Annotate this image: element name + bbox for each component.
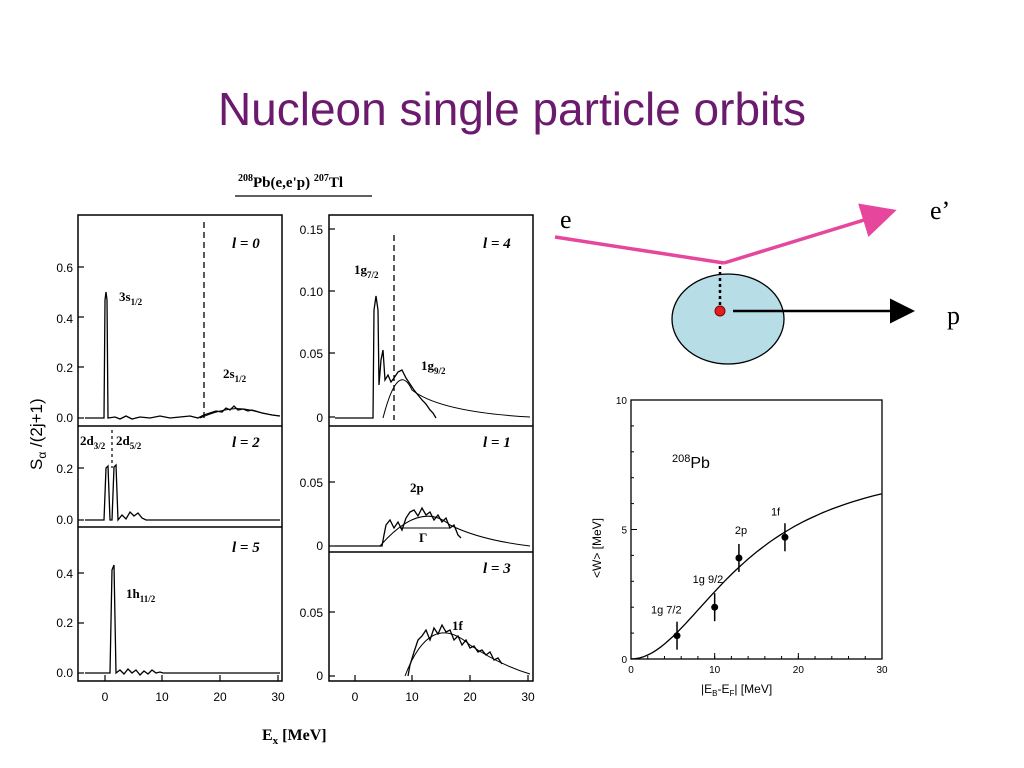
spectrum-trace [85,463,280,522]
peak-label: 1g9/2 [421,358,446,376]
y-tick-label: 0 [316,669,323,683]
peak-label: 1f [452,618,464,633]
width-plot-frame [630,399,883,660]
peak-label: 1g7/2 [354,262,379,280]
y-tick-label: 0 [316,539,323,553]
y-tick-label: 0.0 [56,513,73,527]
spectrum-trace [85,564,280,676]
x-tick-label: 20 [463,690,477,704]
spectra-xlabel: Ex [MeV] [262,727,327,747]
knockout-diagram: e e’ p [554,196,960,365]
y-tick-label: 5 [621,526,627,537]
data-point [673,632,681,640]
peak-label: 2d5/2 [116,433,142,451]
y-tick-label: 0.4 [56,312,73,326]
panel-label: l = 4 [483,236,511,252]
spectrum-trace [85,291,281,420]
peak-label: 2d3/2 [80,433,106,451]
panel-label: l = 1 [483,435,511,451]
proton-dot [714,305,726,317]
x-tick-label: 20 [793,665,805,676]
y-tick-label: 0.6 [56,261,73,275]
outgoing-electron-label: e’ [930,196,950,225]
nucleus-ellipse [671,273,785,365]
fit-curve [199,408,281,419]
x-tick-label: 10 [405,690,419,704]
data-point [781,533,789,541]
incoming-beam-line [554,235,725,265]
x-tick-label: 30 [521,690,535,704]
y-tick-label: 0.4 [56,567,73,581]
width-plot-xlabel: |EB-EF| [MeV] [701,682,772,698]
left-column-frame [77,214,283,682]
y-tick-label: 10 [616,396,628,407]
slide-title: Nucleon single particle orbits [217,83,807,135]
y-tick-label: 0.0 [56,666,73,680]
x-tick-label: 0 [628,665,634,676]
width-plot-ylabel: <W> [MeV] [590,518,604,578]
y-tick-label: 0.2 [56,616,73,630]
x-tick-label: 30 [876,665,888,676]
reaction-title: 208Pb(e,e'p) 207Tl [238,173,343,191]
panel-l3: l = 3 0.05 0 1f [300,561,531,683]
panel-l5: l = 5 0.4 0.2 0.0 1h11/2 [56,540,280,680]
point-label: 1g 9/2 [693,574,724,586]
panel-l0: l = 0 0.6 0.4 0.2 0.0 3s1/2 2s1/2 [56,222,281,425]
spectra-figure: 208Pb(e,e'p) 207Tl Sα /(2j+1) Ex [MeV] l… [27,173,535,747]
nucleus-label: 208Pb [672,453,710,472]
fit-curve [379,515,531,547]
incoming-electron-label: e [560,205,572,234]
outgoing-beam-arrow [723,203,897,265]
y-tick-label: 0 [316,411,323,425]
spectra-ylabel: Sα /(2j+1) [27,398,49,470]
panel-l4: l = 4 0.15 0.10 0.05 0 1g7/2 1g9/2 [300,223,531,425]
y-tick-label: 0.05 [300,347,324,361]
y-tick-label: 0.05 [300,606,324,620]
proton-label: p [947,301,960,330]
x-tick-label: 0 [352,690,359,704]
y-tick-label: 0 [621,655,627,666]
peak-label: Γ [419,530,427,545]
panel-label: l = 3 [483,561,511,577]
width-plot: 208Pb <W> [MeV] |EB-EF| [MeV] 0 10 20 30 0 5 1… [590,396,888,698]
y-tick-label: 0.15 [300,223,324,237]
y-tick-label: 0.2 [56,462,73,476]
data-point [735,554,743,562]
point-label: 1f [771,506,781,518]
y-tick-label: 0.10 [300,285,324,299]
panel-l2: l = 2 0.2 0.0 2d3/2 2d5/2 [56,430,280,527]
x-tick-label: 20 [213,690,227,704]
panel-l1: l = 1 0.05 0 2p Γ [300,435,531,553]
spectrum-trace [335,295,437,419]
panel-label: l = 2 [232,435,260,451]
data-point [711,603,719,611]
fit-curve [404,632,531,677]
fit-curve [630,493,883,660]
y-tick-label: 0.0 [56,411,73,425]
x-tick-label: 10 [155,690,169,704]
spectrum-trace [335,506,462,547]
point-label: 2p [735,525,747,537]
y-tick-label: 0.05 [300,476,324,490]
right-column-frame [328,214,534,682]
panel-label: l = 5 [232,540,260,556]
panel-label: l = 0 [232,236,260,252]
point-label: 1g 7/2 [651,605,682,617]
peak-label: 2s1/2 [223,366,247,384]
x-tick-label: 10 [709,665,721,676]
x-tick-label: 0 [102,690,109,704]
y-tick-label: 0.2 [56,361,73,375]
fit-curve [382,379,531,419]
peak-label: 3s1/2 [119,289,143,307]
x-tick-label: 30 [271,690,285,704]
peak-label: 2p [410,480,424,495]
peak-label: 1h11/2 [126,586,156,604]
